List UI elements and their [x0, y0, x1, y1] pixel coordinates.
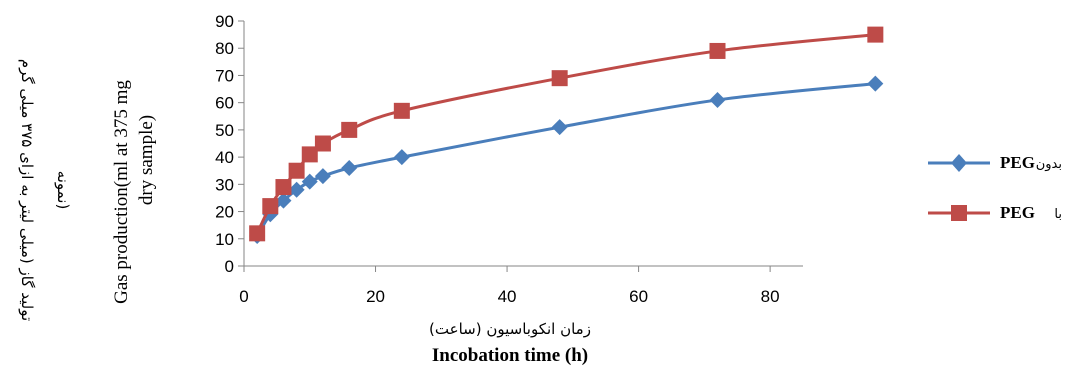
x-tick-label: 20: [366, 287, 385, 306]
legend-marker-square: [951, 205, 967, 221]
x-tick-label: 40: [498, 287, 517, 306]
y-tick-label: 60: [215, 94, 234, 113]
data-point-square: [288, 162, 305, 179]
data-point-square: [275, 179, 292, 196]
x-tick-label: 80: [761, 287, 780, 306]
y-axis-label-fa-line1: تولید گاز (میلی لیتر به ازای ۳۷۵ میلی گر…: [18, 59, 36, 321]
data-point-square: [551, 70, 568, 87]
y-tick-label: 30: [215, 175, 234, 194]
legend-label-without-peg: PEG: [1000, 153, 1035, 172]
data-point-diamond: [341, 160, 358, 176]
y-tick-label: 50: [215, 121, 234, 140]
data-point-square: [262, 198, 279, 215]
legend-label-with-peg: PEG: [1000, 203, 1035, 222]
y-axis-title-english: Gas production(ml at 375 mg dry sample): [111, 80, 157, 304]
x-axis-label-fa: زمان انکوباسیون (ساعت): [429, 320, 591, 338]
y-axis-label-en-line1: Gas production(ml at 375 mg: [111, 80, 132, 304]
data-point-diamond: [301, 173, 318, 190]
y-axis-label-en-line2: dry sample): [136, 115, 157, 205]
data-point-square: [249, 225, 266, 242]
legend-item-with-peg: PEG با: [928, 203, 1062, 222]
x-tick-label: 60: [629, 287, 648, 306]
y-tick-label: 20: [215, 203, 234, 222]
y-tick-label: 90: [215, 12, 234, 31]
y-tick-label: 10: [215, 230, 234, 249]
data-point-diamond: [314, 168, 331, 185]
y-tick-label: 70: [215, 66, 234, 85]
legend-label-without-peg-prefix: بدون: [1036, 157, 1062, 172]
data-point-diamond: [867, 75, 884, 92]
data-point-square: [301, 146, 318, 163]
legend-label-with-peg-prefix: با: [1054, 207, 1062, 222]
data-point-diamond: [709, 91, 726, 108]
data-point-diamond: [275, 192, 292, 209]
x-tick-label: 0: [239, 287, 248, 306]
data-point-square: [709, 42, 726, 59]
data-point-square: [314, 135, 331, 152]
series-line-without-peg: [255, 82, 876, 237]
y-tick-label: 0: [225, 257, 234, 276]
data-point-square: [341, 121, 358, 138]
y-tick-label: 40: [215, 148, 234, 167]
data-point-diamond: [393, 149, 410, 166]
y-axis-title-persian: تولید گاز (میلی لیتر به ازای ۳۷۵ میلی گر…: [18, 59, 72, 321]
data-point-diamond: [551, 119, 568, 136]
data-point-square: [867, 26, 884, 43]
legend-item-without-peg: بدون PEG: [928, 153, 1062, 172]
x-axis-label-en: Incobation time (h): [432, 345, 588, 366]
data-point-square: [393, 102, 410, 119]
data-point-diamond: [288, 181, 305, 198]
legend: بدون PEG PEG با: [928, 153, 1062, 222]
y-axis-label-fa-line2: نمونه): [54, 171, 72, 210]
series-layer: [249, 26, 884, 245]
axes: 0 10 20 30 40 50 60 70 80 90 0 20 40 60 80: [215, 12, 803, 306]
legend-marker-diamond: [951, 154, 967, 172]
y-tick-label: 80: [215, 39, 234, 58]
